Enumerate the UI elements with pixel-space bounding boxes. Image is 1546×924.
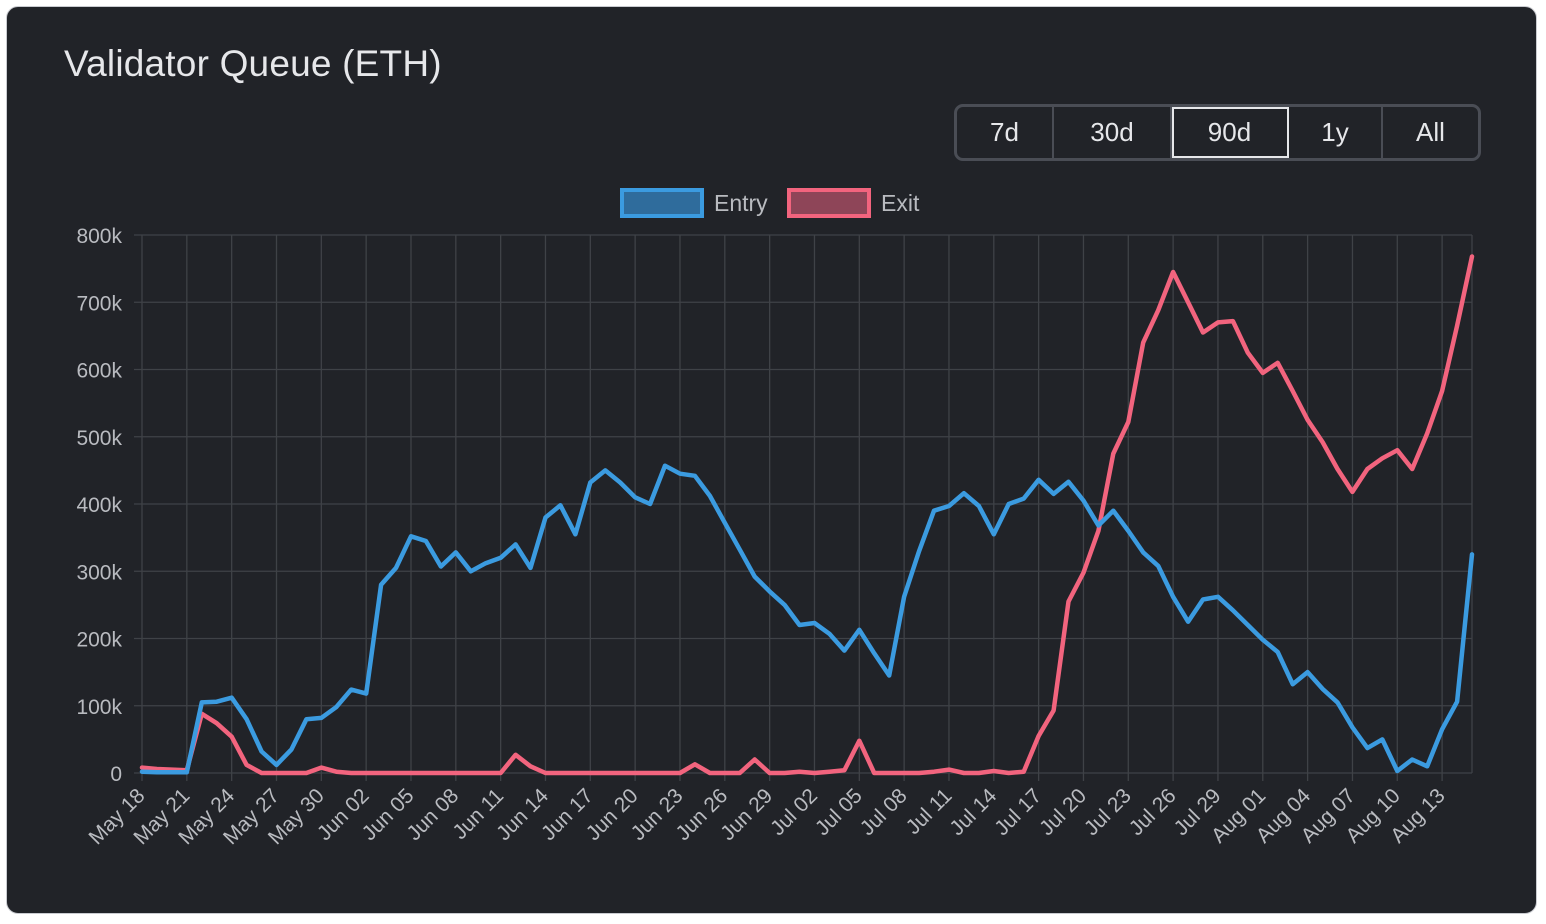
y-axis: 0 100k 200k 300k 400k 500k 600k 700k 800k (76, 225, 122, 786)
legend-label-exit[interactable]: Exit (881, 190, 920, 216)
range-button-30d[interactable]: 30d (1054, 107, 1172, 158)
y-tick-label: 600k (76, 360, 122, 383)
chart-card: Validator Queue (ETH) 7d 30d 90d 1y All (6, 6, 1537, 914)
legend-label-entry[interactable]: Entry (714, 190, 768, 216)
x-tick-label: Jul 11 (902, 784, 957, 839)
x-tick-label: Jul 17 (990, 784, 1046, 840)
legend-swatch-exit[interactable] (787, 188, 871, 218)
range-selector: 7d 30d 90d 1y All (954, 104, 1481, 161)
x-tick-label: Jul 14 (945, 784, 1001, 840)
y-tick-label: 0 (110, 763, 122, 786)
x-tick-label: Jul 23 (1080, 784, 1136, 840)
legend: Entry Exit (620, 188, 920, 218)
grid-lines (134, 234, 1473, 781)
series-line-exit (139, 254, 1475, 776)
y-tick-label: 800k (76, 225, 122, 248)
x-tick-label: Jun 08 (403, 784, 464, 845)
y-tick-label: 300k (76, 561, 122, 584)
x-tick-label: Jul 20 (1035, 784, 1091, 840)
range-button-all[interactable]: All (1416, 117, 1445, 147)
range-button-7d[interactable]: 7d (957, 107, 1054, 158)
x-tick-label: Jun 29 (716, 784, 777, 845)
chart-title: Validator Queue (ETH) (64, 43, 442, 84)
y-tick-label: 100k (76, 696, 122, 719)
range-button-1y[interactable]: 1y (1289, 107, 1383, 158)
y-tick-label: 200k (76, 629, 122, 652)
range-button-90d[interactable]: 90d (1172, 107, 1289, 158)
x-tick-label: Jul 26 (1125, 784, 1181, 840)
y-tick-label: 400k (76, 494, 122, 517)
x-tick-label: Jul 08 (856, 784, 912, 840)
y-tick-label: 700k (76, 292, 122, 315)
series-line-entry (139, 463, 1475, 775)
y-tick-label: 500k (76, 427, 122, 450)
x-tick-label: Jul 02 (766, 784, 822, 840)
series-lines (139, 254, 1475, 776)
x-tick-label: Jul 05 (811, 784, 867, 840)
legend-swatch-entry[interactable] (620, 188, 704, 218)
